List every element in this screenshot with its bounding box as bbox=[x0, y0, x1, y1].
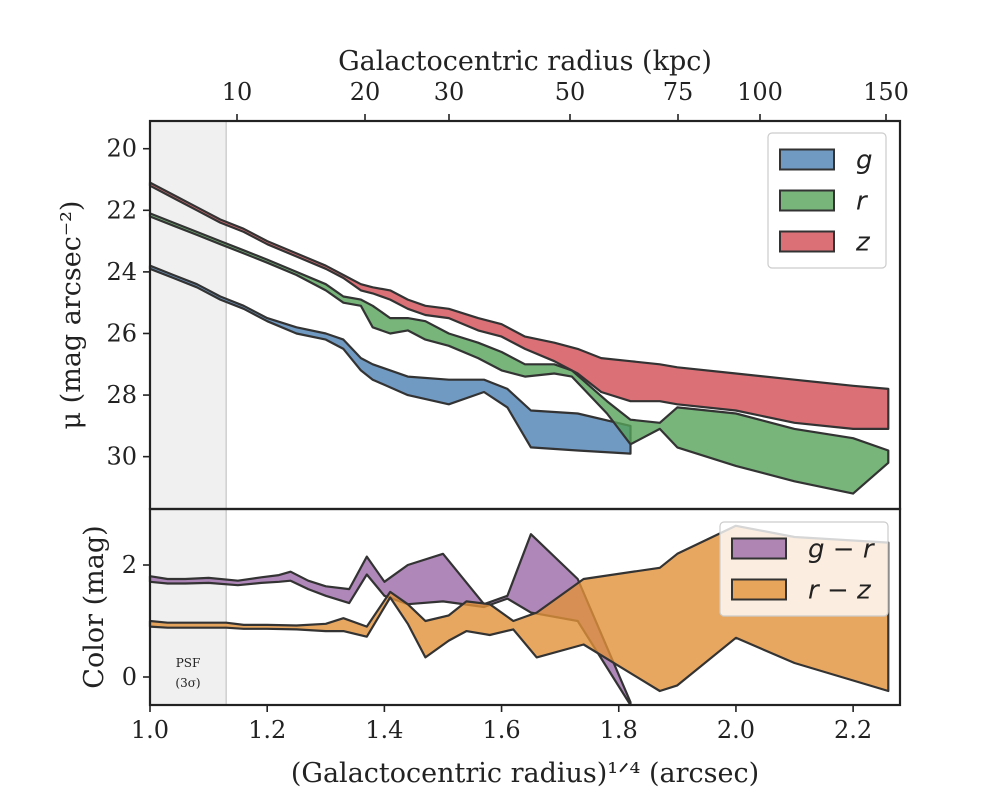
color-band bbox=[148, 524, 890, 693]
legend-entry-label: g − r bbox=[808, 535, 876, 565]
x-tick-label: 1.8 bbox=[600, 716, 638, 744]
legend-entry-label: z bbox=[855, 228, 871, 258]
x-tick-label: 1.0 bbox=[131, 716, 169, 744]
surface-brightness-band bbox=[148, 181, 890, 430]
legend-color: g − r r − z bbox=[719, 521, 889, 617]
legend-entry-label: r bbox=[856, 187, 869, 217]
top-x-tick-label: 50 bbox=[555, 78, 586, 106]
bottom-x-axis-title: (Galactocentric radius)¹ᐟ⁴ (arcsec) bbox=[291, 758, 759, 789]
bottom-panel-frame bbox=[148, 507, 902, 707]
y-tick-label: 0 bbox=[122, 663, 137, 691]
y-tick-label: 20 bbox=[106, 135, 137, 163]
surface-brightness-band bbox=[148, 212, 890, 495]
top-x-axis-title: Galactocentric radius (kpc) bbox=[338, 46, 712, 77]
surface-brightness-band bbox=[148, 264, 632, 455]
top-x-tick-label: 10 bbox=[222, 78, 253, 106]
legend-surface-brightness: grz bbox=[767, 132, 887, 269]
legend-entry-swatch bbox=[779, 148, 835, 171]
axis-ticks: 20 22 24 26 28 30 0 2 1.0 1.2 1.4 1.6 1.8 2.0 2.2 10 20 3… bbox=[106, 78, 908, 744]
legend-entry-swatch bbox=[779, 230, 835, 253]
psf-region-bottom bbox=[150, 509, 227, 705]
bottom-y-axis-title: Color (mag) bbox=[79, 525, 110, 688]
x-tick-label: 2.0 bbox=[717, 716, 755, 744]
x-tick-label: 1.4 bbox=[365, 716, 403, 744]
top-x-tick-label: 100 bbox=[737, 78, 783, 106]
top-x-tick-label: 30 bbox=[434, 78, 465, 106]
legend-entry-swatch bbox=[731, 537, 787, 560]
top-x-tick-label: 20 bbox=[350, 78, 381, 106]
psf-label: PSF bbox=[176, 656, 201, 670]
top-x-tick-label: 150 bbox=[863, 78, 909, 106]
top-y-axis-title: μ (mag arcsec⁻²) bbox=[56, 201, 87, 430]
y-tick-label: 26 bbox=[106, 319, 137, 347]
psf-region-top bbox=[150, 121, 227, 509]
surface-brightness-bands bbox=[148, 181, 890, 495]
y-tick-label: 24 bbox=[106, 258, 137, 286]
legend-entry-swatch bbox=[779, 189, 835, 212]
x-tick-label: 2.2 bbox=[834, 716, 872, 744]
y-tick-label: 28 bbox=[106, 381, 137, 409]
psf-sigma-label: (3σ) bbox=[175, 676, 200, 690]
x-tick-label: 1.2 bbox=[248, 716, 286, 744]
legend-entry-label: r − z bbox=[808, 576, 872, 606]
y-tick-label: 2 bbox=[122, 551, 137, 579]
y-tick-label: 22 bbox=[106, 196, 137, 224]
x-tick-label: 1.6 bbox=[482, 716, 520, 744]
legend-entry-label: g bbox=[856, 146, 873, 176]
top-x-tick-label: 75 bbox=[663, 78, 694, 106]
y-tick-label: 30 bbox=[106, 443, 137, 471]
legend-entry-swatch bbox=[731, 578, 787, 601]
